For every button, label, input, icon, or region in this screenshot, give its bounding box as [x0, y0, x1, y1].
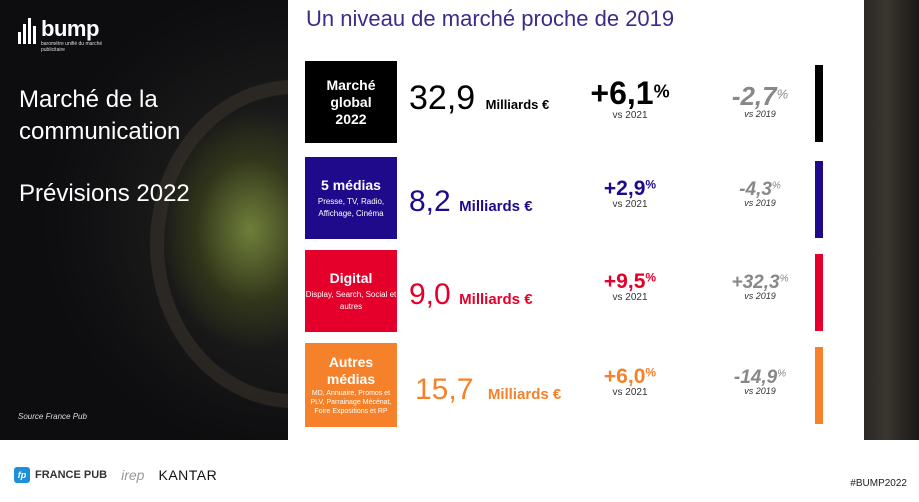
row-digital: Digital Display, Search, Social et autre…: [305, 250, 865, 332]
bump-logo: bump baromètre unifié du marché publicit…: [18, 18, 111, 53]
side-subtitle: Prévisions 2022: [19, 180, 190, 207]
partner-logos: fp FRANCE PUB irep KANTAR: [14, 467, 217, 483]
market-value: 8,2 Milliards €: [409, 185, 533, 218]
hashtag: #BUMP2022: [850, 478, 907, 489]
change-vs-2019: +32,3% vs 2019: [731, 272, 789, 301]
background-photo-right: [864, 0, 919, 440]
bars-icon: [18, 18, 36, 44]
color-bar: [815, 161, 823, 238]
row-autres-medias: Autres médias MD, Annuaire, Promos et PL…: [305, 343, 865, 427]
category-box: 5 médias Presse, TV, Radio, Affichage, C…: [305, 157, 397, 239]
row-global: Marché global 2022 32,9 Milliards € +6,1…: [305, 61, 865, 143]
side-title: Marché de la communication: [19, 86, 181, 145]
source-note: Source France Pub: [18, 412, 87, 421]
market-value: 9,0 Milliards €: [409, 278, 533, 311]
francepub-logo: fp FRANCE PUB: [14, 467, 107, 483]
category-box: Marché global 2022: [305, 61, 397, 143]
growth-vs-2021: +2,9% vs 2021: [603, 177, 657, 210]
background-photo: [0, 0, 288, 440]
market-value: 32,9 Milliards €: [409, 79, 550, 117]
growth-vs-2021: +6,0% vs 2021: [603, 365, 657, 398]
color-bar: [815, 347, 823, 424]
category-box: Autres médias MD, Annuaire, Promos et PL…: [305, 343, 397, 427]
change-vs-2019: -4,3% vs 2019: [739, 179, 781, 208]
change-vs-2019: -2,7% vs 2019: [731, 81, 789, 119]
category-box: Digital Display, Search, Social et autre…: [305, 250, 397, 332]
market-value: 15,7 Milliards €: [415, 373, 562, 406]
color-bar: [815, 254, 823, 331]
row-5-medias: 5 médias Presse, TV, Radio, Affichage, C…: [305, 157, 865, 239]
color-bar: [815, 65, 823, 142]
kantar-logo: KANTAR: [158, 467, 218, 483]
francepub-icon: fp: [14, 467, 30, 483]
growth-vs-2021: +6,1% vs 2021: [590, 75, 670, 121]
main-title: Un niveau de marché proche de 2019: [306, 6, 675, 31]
irep-logo: irep: [121, 467, 145, 483]
growth-vs-2021: +9,5% vs 2021: [603, 270, 657, 303]
change-vs-2019: -14,9% vs 2019: [733, 367, 787, 396]
logo-word: bump: [41, 16, 99, 41]
logo-subtitle: baromètre unifié du marché publicitaire: [41, 41, 103, 53]
